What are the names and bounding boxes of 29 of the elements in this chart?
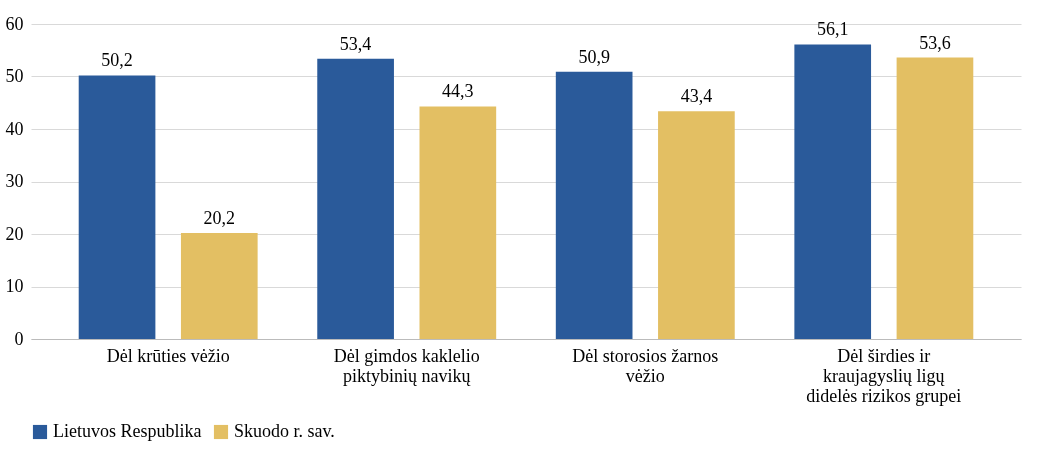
bar	[180, 232, 258, 339]
data-label: 43,4	[680, 86, 713, 107]
y-tick-label: 60	[5, 13, 24, 34]
data-label: 20,2	[203, 207, 236, 228]
y-tick-label: 30	[5, 171, 24, 191]
y-tick-label: 10	[5, 276, 24, 296]
x-tick-label: Dėl krūties vėžio	[106, 345, 230, 366]
data-label: 50,9	[578, 46, 610, 67]
data-label: 53,4	[339, 33, 372, 54]
x-tick-label: Dėl storosios žarnos vėžio	[572, 345, 719, 386]
legend-label: Lietuvos Respublika	[53, 421, 202, 441]
y-tick-label: 0	[14, 328, 24, 349]
bar	[419, 106, 497, 339]
bar	[317, 58, 394, 339]
data-label: 44,3	[442, 81, 474, 102]
legend-label: Skuodo r. sav.	[234, 421, 335, 441]
y-tick-label: 50	[5, 66, 24, 86]
bar	[658, 111, 735, 339]
data-label: 50,2	[101, 50, 133, 71]
bar	[794, 44, 872, 339]
data-label: 56,1	[816, 19, 849, 40]
bar	[555, 71, 633, 339]
bar	[78, 75, 156, 339]
y-tick-label: 40	[5, 118, 24, 139]
bar	[896, 57, 974, 339]
y-tick-label: 20	[5, 223, 24, 244]
x-tick-label: Dėl širdies ir kraujagyslių ligų didelės rizikos grupei	[806, 345, 962, 406]
x-tick-label: Dėl gimdos kaklelio piktybinių navikų	[333, 345, 480, 386]
data-label: 53,6	[919, 32, 951, 53]
